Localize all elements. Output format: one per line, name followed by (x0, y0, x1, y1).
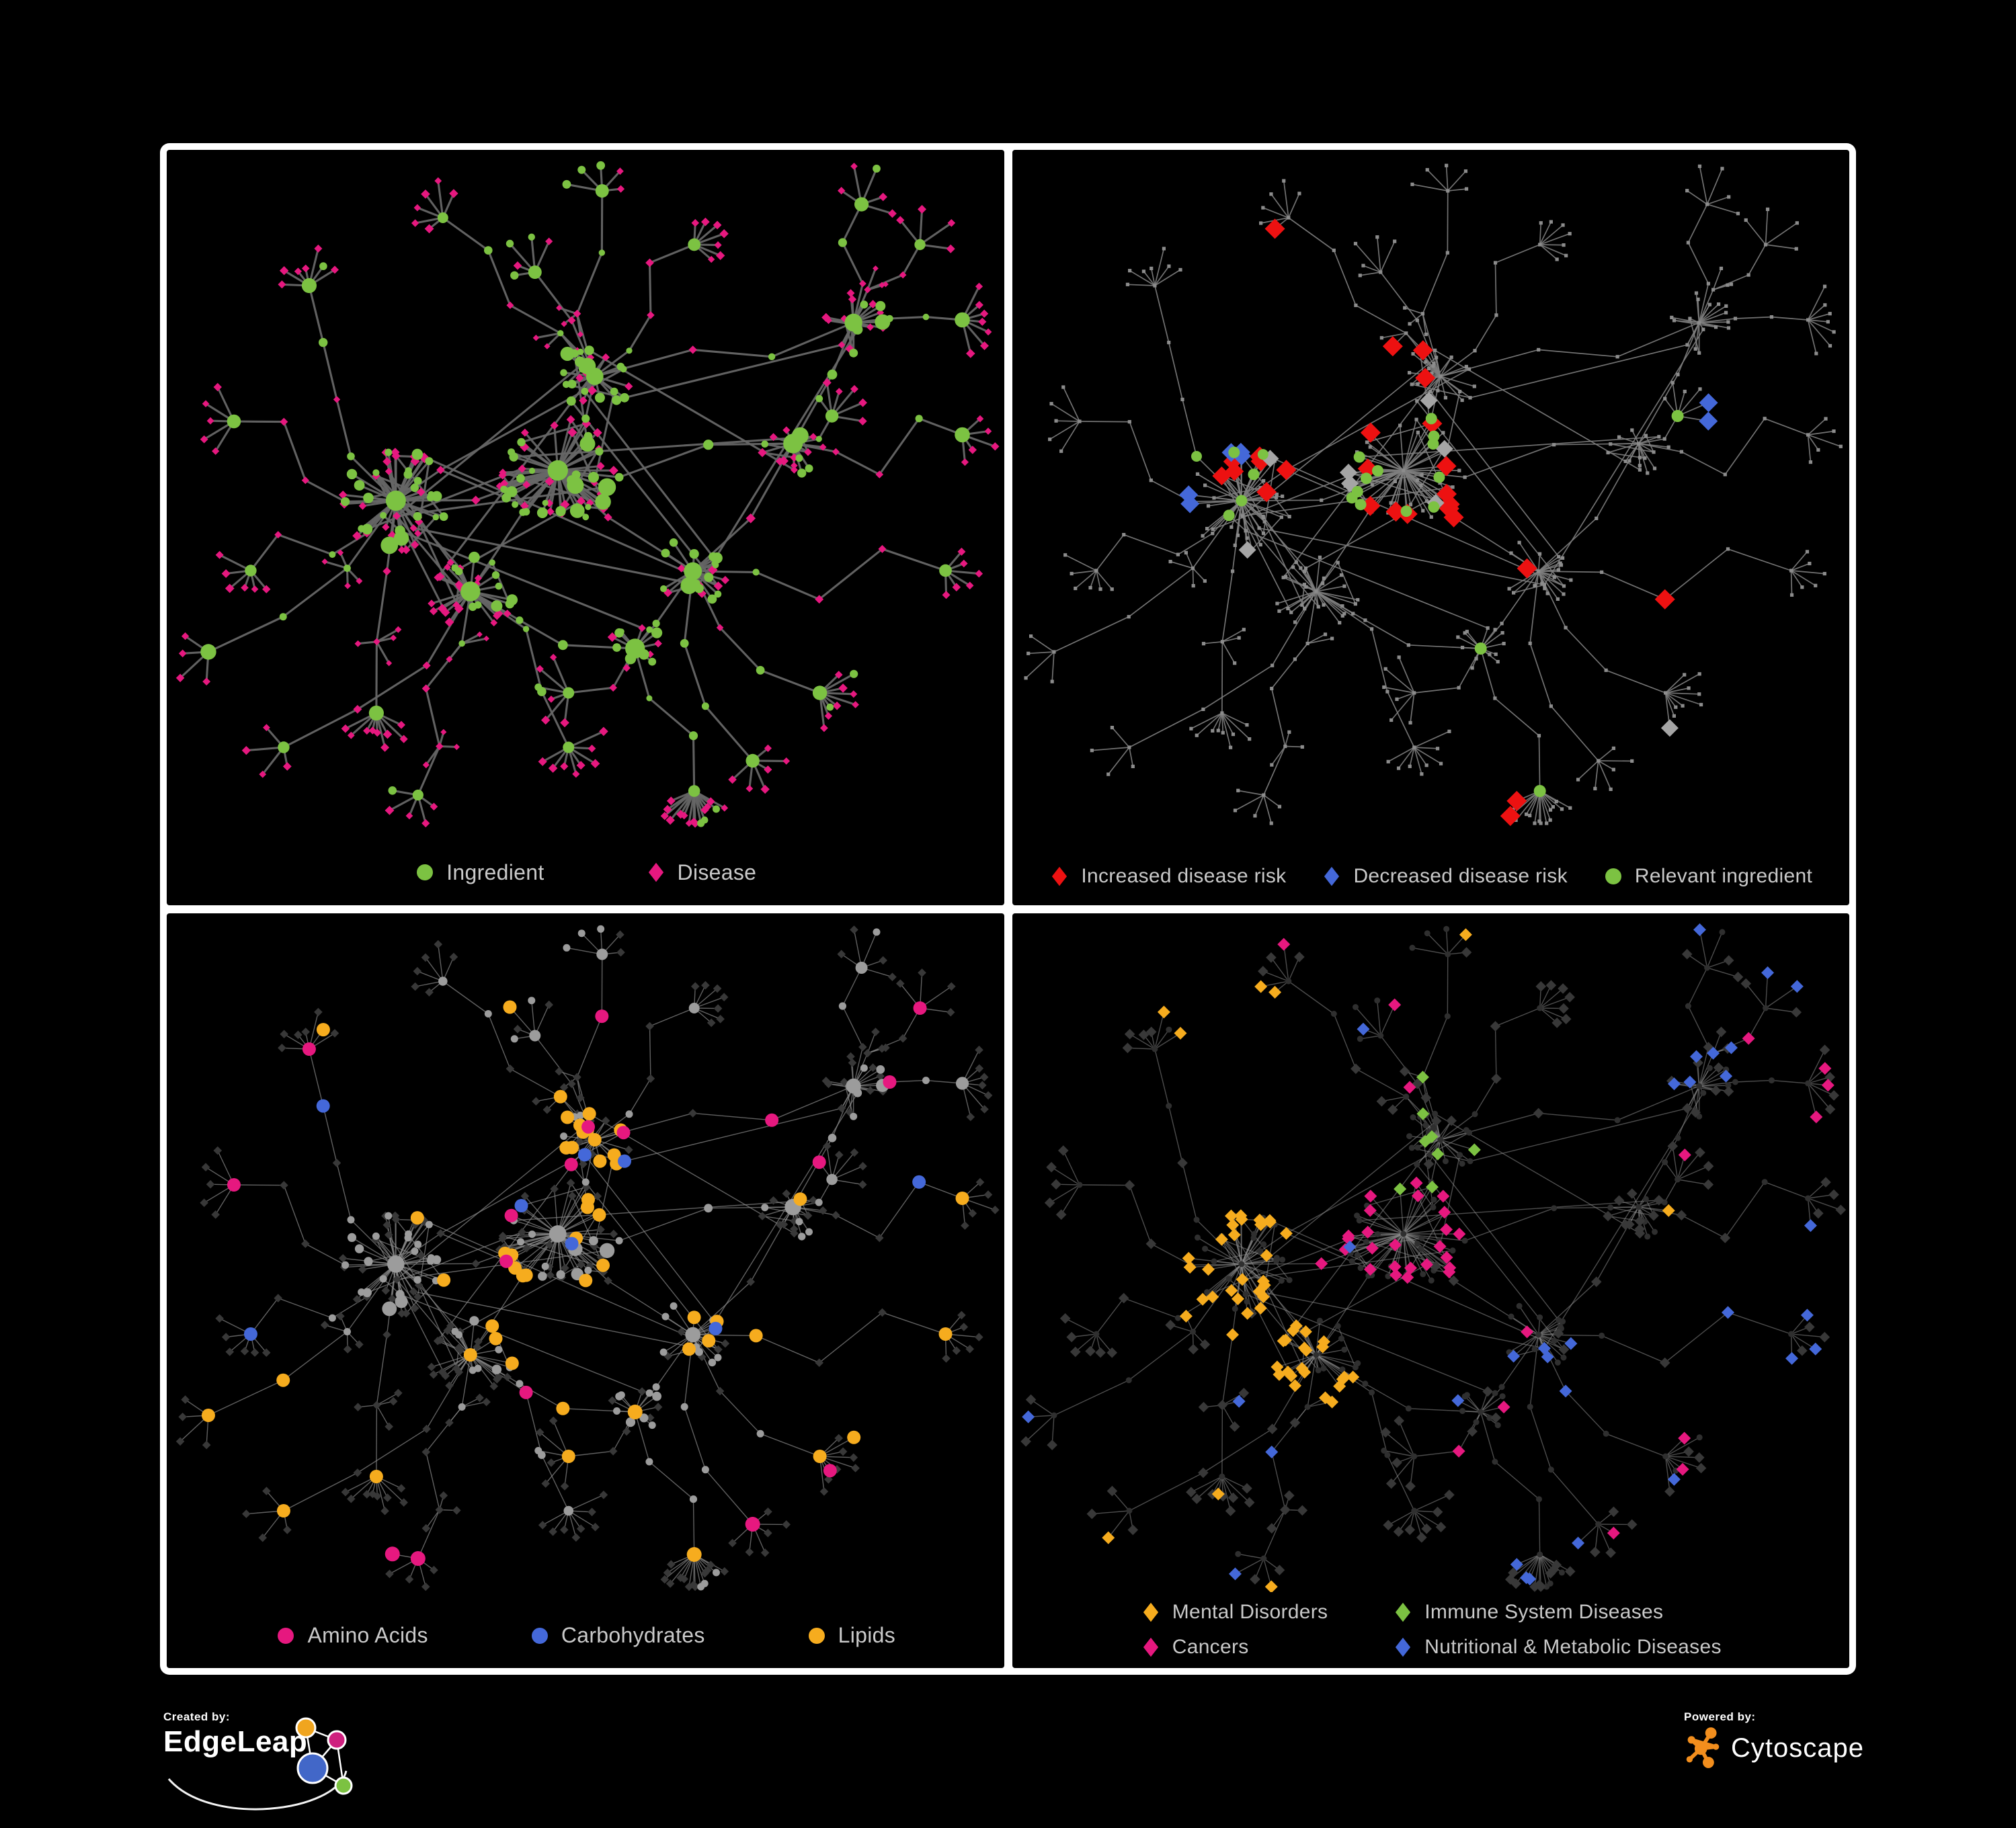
cytoscape-wordmark: Cytoscape (1731, 1733, 1864, 1763)
disease-risk-legend: Increased disease risk Decreased disease … (1012, 865, 1850, 888)
legend-label: Decreased disease risk (1353, 865, 1567, 888)
ingredient-class-legend: Amino Acids Carbohydrates Lipids (167, 1623, 1004, 1648)
legend-label: Mental Disorders (1172, 1601, 1328, 1624)
edgeleap-credit: Created by: EdgeLeap (163, 1710, 378, 1828)
disease-risk-network (1012, 150, 1850, 829)
diamond-marker-icon (1321, 866, 1342, 887)
legend-item: Amino Acids (275, 1623, 428, 1648)
diamond-marker-icon (1392, 1636, 1414, 1658)
legend-label: Ingredient (446, 860, 544, 885)
diamond-marker-icon (1049, 866, 1070, 887)
legend-label: Cancers (1172, 1636, 1249, 1659)
panel-ingredient-disease: Ingredient Disease (167, 150, 1004, 905)
legend-item: Carbohydrates (529, 1623, 705, 1648)
diamond-marker-icon (1392, 1602, 1414, 1623)
legend-label: Increased disease risk (1081, 865, 1286, 888)
legend-item: Nutritional & Metabolic Diseases (1392, 1636, 1721, 1659)
circle-marker-icon (529, 1625, 551, 1647)
legend-item: Relevant ingredient (1603, 865, 1812, 888)
circle-marker-icon (806, 1625, 828, 1647)
panel-disease-category: Mental Disorders Immune System Diseases Ca… (1012, 913, 1850, 1669)
legend-item: Cancers (1140, 1636, 1328, 1659)
diamond-marker-icon (645, 862, 667, 883)
edgeleap-wordmark: EdgeLeap (163, 1725, 307, 1759)
ingredient-class-network (167, 913, 1004, 1592)
cytoscape-logo-icon (1684, 1727, 1722, 1769)
ingredient-disease-legend: Ingredient Disease (167, 860, 1004, 885)
circle-marker-icon (1603, 866, 1624, 887)
panels-frame: Ingredient Disease Increased disease risk… (160, 143, 1856, 1675)
legend-label: Lipids (838, 1623, 895, 1648)
legend-label: Relevant ingredient (1635, 865, 1812, 888)
panel-disease-risk: Increased disease risk Decreased disease … (1012, 150, 1850, 905)
legend-item: Mental Disorders (1140, 1601, 1328, 1624)
legend-label: Disease (678, 860, 757, 885)
cytoscape-credit: Powered by: (1684, 1710, 1973, 1769)
legend-label: Immune System Diseases (1424, 1601, 1663, 1624)
ingredient-disease-network (167, 150, 1004, 829)
powered-by-label: Powered by: (1684, 1710, 1973, 1724)
diamond-marker-icon (1140, 1636, 1162, 1658)
disease-category-legend: Mental Disorders Immune System Diseases Ca… (1012, 1601, 1850, 1659)
legend-item: Lipids (806, 1623, 895, 1648)
diamond-marker-icon (1140, 1602, 1162, 1623)
legend-item: Immune System Diseases (1392, 1601, 1721, 1624)
legend-label: Amino Acids (307, 1623, 428, 1648)
legend-label: Carbohydrates (561, 1623, 705, 1648)
legend-item: Increased disease risk (1049, 865, 1286, 888)
legend-label: Nutritional & Metabolic Diseases (1424, 1636, 1721, 1659)
legend-item: Disease (645, 860, 757, 885)
legend-item: Decreased disease risk (1321, 865, 1567, 888)
circle-marker-icon (414, 862, 436, 883)
circle-marker-icon (275, 1625, 296, 1647)
legend-item: Ingredient (414, 860, 544, 885)
panel-ingredient-class: Amino Acids Carbohydrates Lipids (167, 913, 1004, 1669)
disease-category-network (1012, 913, 1850, 1592)
